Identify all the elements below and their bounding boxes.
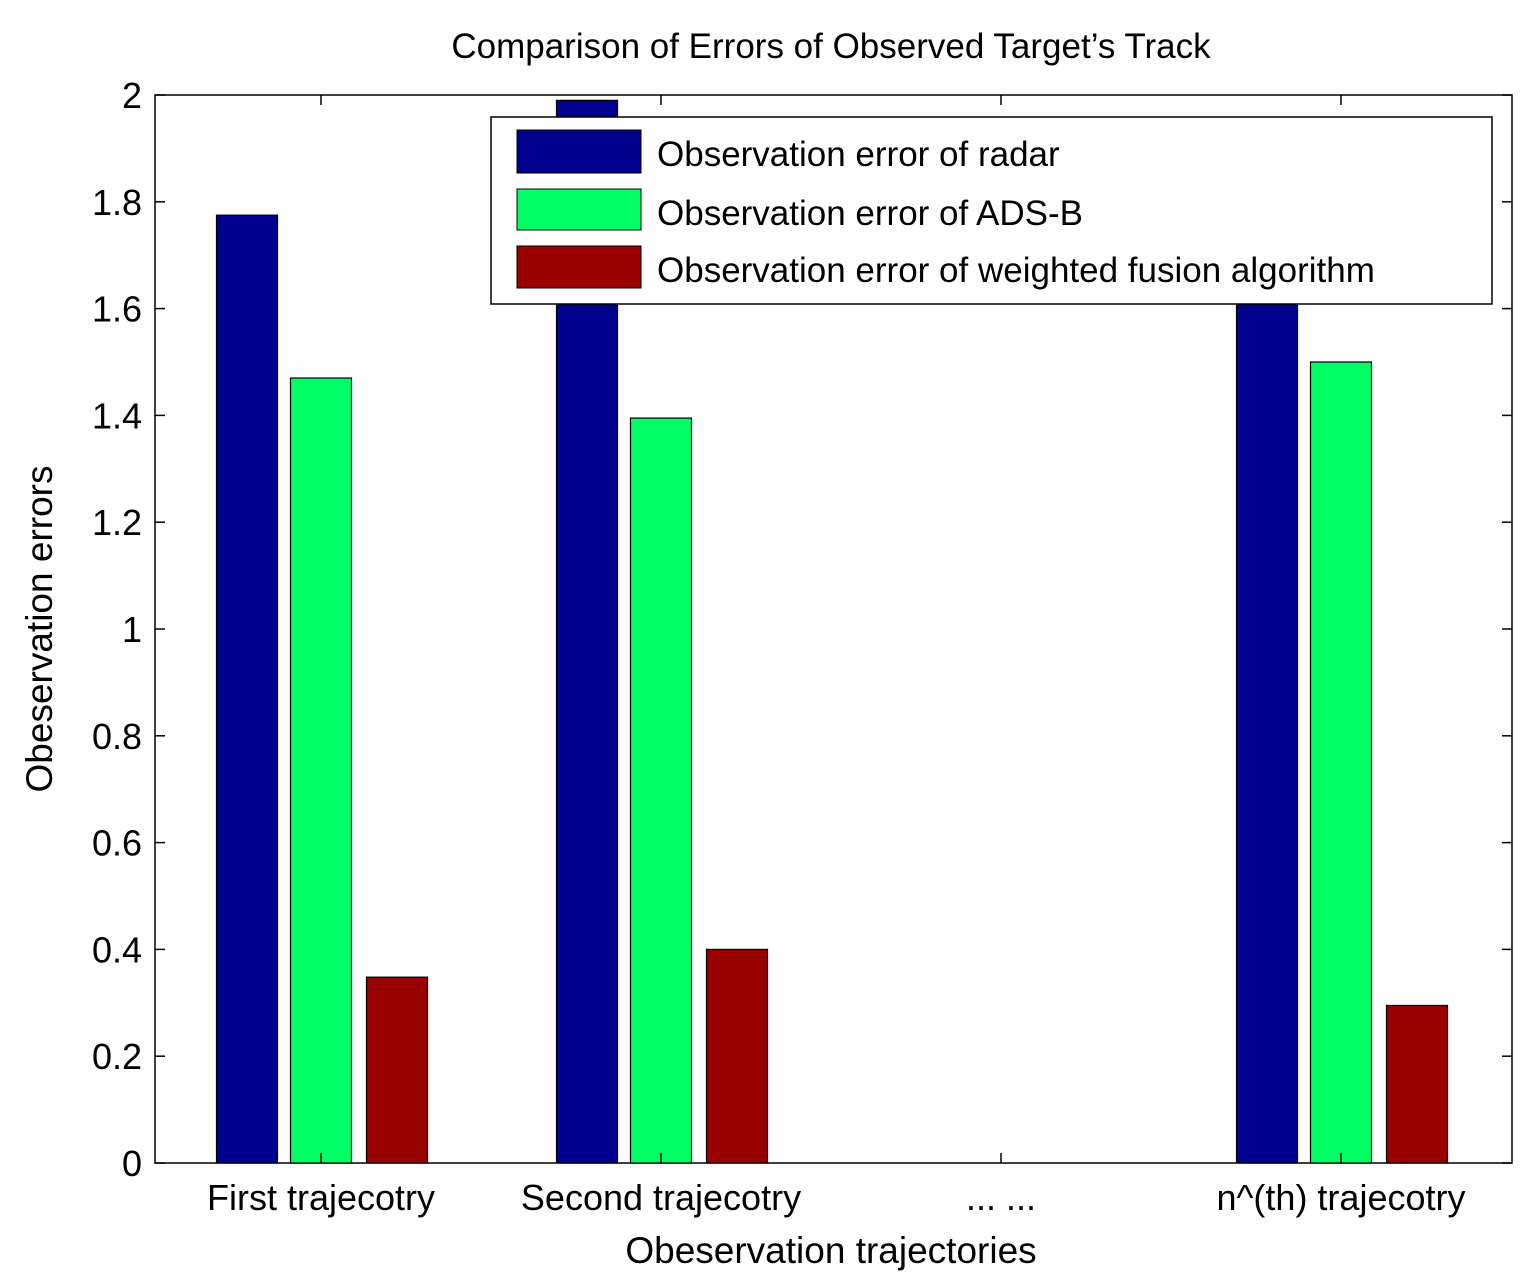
legend-label-fusion: Observation error of weighted fusion alg…: [657, 251, 1375, 290]
bar-radar-1: [215, 214, 279, 1164]
bar-fusion-1: [365, 976, 429, 1164]
y-tick-label: 1.6: [92, 289, 142, 330]
bar-adsb-2: [629, 417, 693, 1164]
y-tick-label: 1.4: [92, 395, 142, 436]
chart-title: Comparison of Errors of Observed Target’…: [451, 27, 1211, 66]
y-tick-label: 1.2: [92, 502, 142, 543]
legend-label-radar: Observation error of radar: [657, 135, 1060, 174]
legend-swatch-fusion: [516, 245, 642, 289]
bar-adsb-1: [289, 377, 353, 1164]
ticks-group: 0 0.2 0.4 0.6 0.8 1 1.2 1.4 1.6 1.8 2 First trajeco…: [92, 75, 1512, 1218]
y-axis-label: Obeservation errors: [19, 466, 60, 793]
bar-radar-4: [1235, 238, 1299, 1164]
legend-box: [490, 116, 1493, 305]
y-tick-label: 2: [122, 75, 142, 116]
y-tick-label: 0.6: [92, 823, 142, 864]
bar-fusion-2: [705, 948, 769, 1164]
legend: Observation error of radar Observation e…: [490, 116, 1493, 305]
bars-group: [215, 99, 1449, 1164]
legend-label-adsb: Observation error of ADS-B: [657, 194, 1083, 233]
bar-fusion-4: [1385, 1004, 1449, 1164]
y-tick-label: 0.8: [92, 716, 142, 757]
y-tick-label: 1: [122, 609, 142, 650]
x-tick-label: n^(th) trajecotry: [1217, 1177, 1466, 1218]
x-tick-label: First trajecotry: [207, 1177, 435, 1218]
x-tick-label: Second trajecotry: [521, 1177, 801, 1218]
bar-adsb-4: [1309, 361, 1373, 1164]
legend-swatch-radar: [516, 129, 642, 174]
y-tick-label: 0.2: [92, 1036, 142, 1077]
y-tick-label: 0: [122, 1143, 142, 1184]
y-tick-label: 0.4: [92, 929, 142, 970]
x-tick-label: ... ...: [966, 1177, 1036, 1218]
x-axis-label: Obeservation trajectories: [625, 1230, 1036, 1271]
legend-swatch-adsb: [516, 188, 642, 231]
y-tick-label: 1.8: [92, 182, 142, 223]
